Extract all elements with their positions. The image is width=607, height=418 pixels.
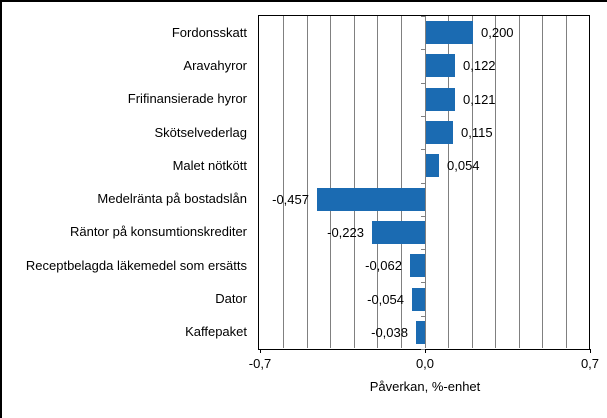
bar-value-label: 0,200 xyxy=(481,25,514,40)
category-label: Räntor på konsumtionskrediter xyxy=(69,224,247,239)
category-label: Frifinansierade hyror xyxy=(127,91,247,106)
zero-axis-tick xyxy=(421,349,425,350)
bar xyxy=(426,54,455,77)
x-axis-tick xyxy=(260,349,261,353)
category-label: Kaffepaket xyxy=(185,324,247,339)
bar-value-label: 0,122 xyxy=(463,58,496,73)
gridline xyxy=(330,16,331,348)
category-label: Malet nötkött xyxy=(172,158,247,173)
bar xyxy=(372,221,425,244)
zero-axis-tick xyxy=(421,116,425,117)
bar xyxy=(426,21,473,44)
zero-axis-tick xyxy=(421,49,425,50)
zero-axis-tick xyxy=(421,282,425,283)
bar-value-label: -0,038 xyxy=(371,325,408,340)
gridline xyxy=(519,16,520,348)
category-label: Skötselvederlag xyxy=(154,125,248,140)
bar-value-label: -0,054 xyxy=(367,292,404,307)
category-label: Receptbelagda läkemedel som ersätts xyxy=(25,258,247,273)
zero-axis-line xyxy=(425,16,426,348)
category-label: Medelränta på bostadslån xyxy=(97,191,247,206)
bar xyxy=(426,121,453,144)
gridline xyxy=(448,16,449,348)
category-label: Fordonsskatt xyxy=(171,25,247,40)
zero-axis-tick xyxy=(421,249,425,250)
zero-axis-tick xyxy=(421,83,425,84)
gridline xyxy=(377,16,378,348)
category-label: Dator xyxy=(215,291,247,306)
bar xyxy=(317,188,425,211)
bar xyxy=(416,321,425,344)
zero-axis-tick xyxy=(421,216,425,217)
zero-axis-tick xyxy=(421,16,425,17)
x-axis-tick xyxy=(425,349,426,353)
x-tick-label: 0,7 xyxy=(580,356,600,371)
bar-value-label: -0,457 xyxy=(272,192,309,207)
zero-axis-tick xyxy=(421,183,425,184)
gridline xyxy=(283,16,284,348)
bar xyxy=(412,288,425,311)
bar xyxy=(426,88,455,111)
x-axis-tick xyxy=(590,349,591,353)
bar-value-label: -0,062 xyxy=(365,258,402,273)
gridline xyxy=(401,16,402,348)
bar xyxy=(410,254,425,277)
zero-axis-tick xyxy=(421,149,425,150)
gridline xyxy=(354,16,355,348)
bar-value-label: -0,223 xyxy=(327,225,364,240)
bar-value-label: 0,054 xyxy=(447,158,480,173)
x-tick-label: 0,0 xyxy=(415,356,435,371)
bar xyxy=(426,154,439,177)
gridline xyxy=(472,16,473,348)
gridline xyxy=(566,16,567,348)
gridline xyxy=(307,16,308,348)
x-tick-label: -0,7 xyxy=(248,356,272,371)
gridline xyxy=(542,16,543,348)
bar-value-label: 0,115 xyxy=(461,125,493,140)
gridline xyxy=(495,16,496,348)
bar-value-label: 0,121 xyxy=(463,92,496,107)
x-axis-title: Påverkan, %-enhet xyxy=(369,379,481,394)
zero-axis-tick xyxy=(421,316,425,317)
category-label: Aravahyror xyxy=(183,58,247,73)
